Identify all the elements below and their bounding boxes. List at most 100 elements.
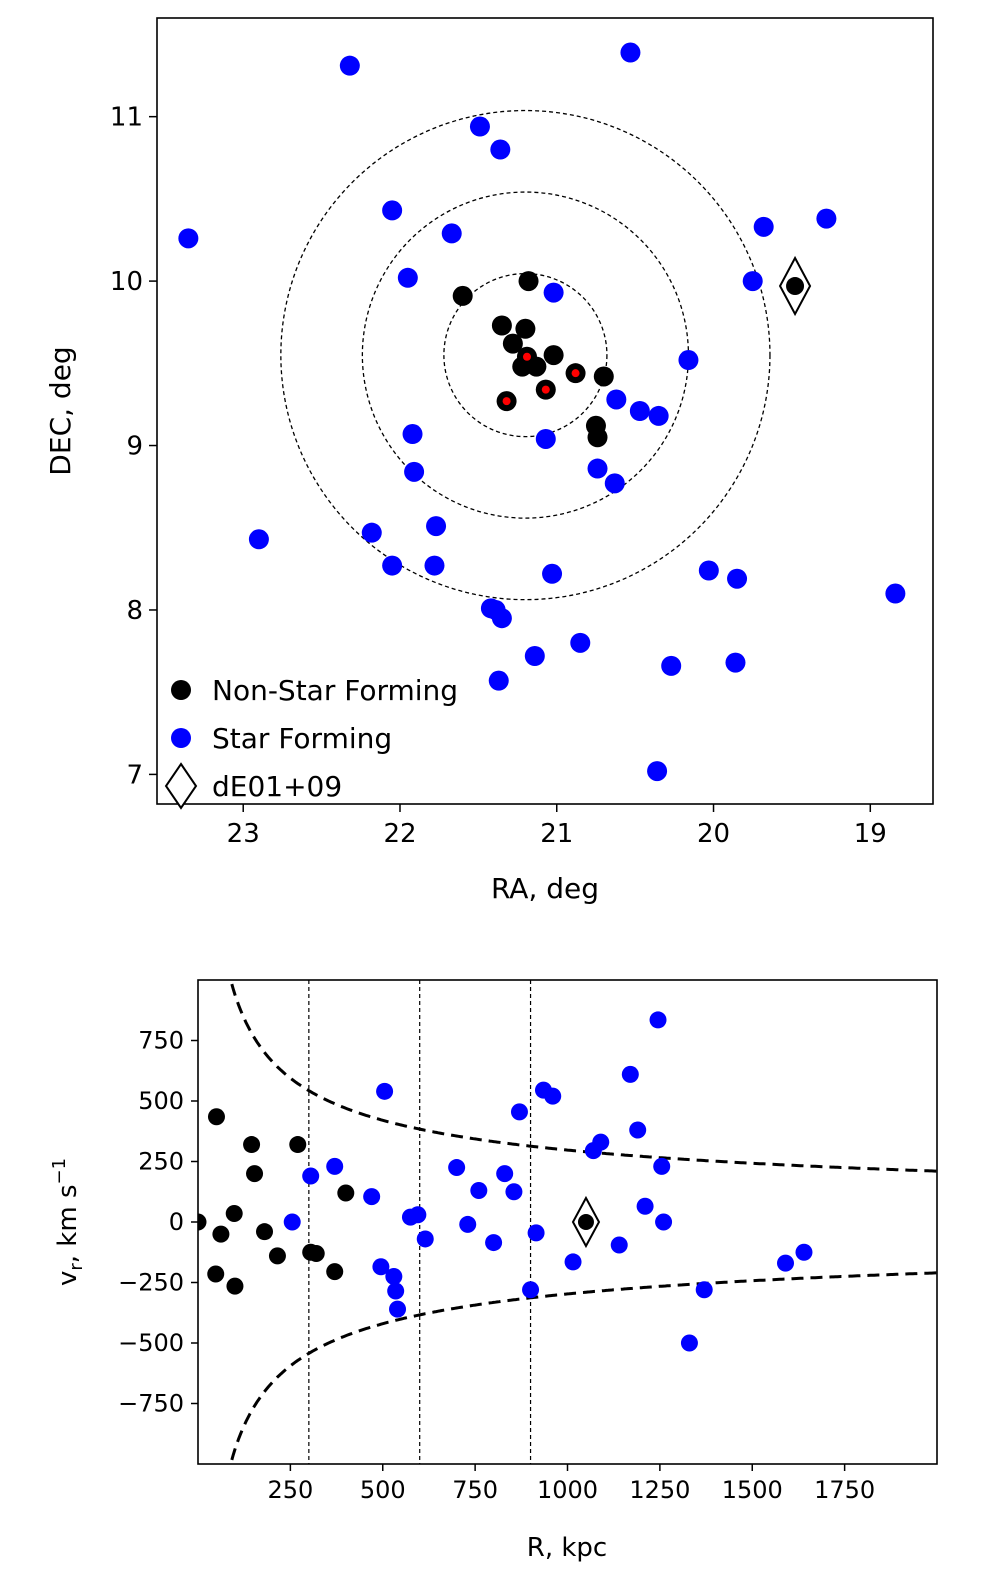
non-star-forming-point-14 <box>587 427 608 448</box>
star-forming-point-6 <box>385 1267 403 1285</box>
star-forming-point-34 <box>695 1281 713 1299</box>
de01-09-point <box>786 277 805 296</box>
highlight-point-0 <box>522 352 531 361</box>
x-tick-label: 1500 <box>722 1476 783 1504</box>
y-axis-label: DEC, deg <box>44 346 77 475</box>
star-forming-point-32 <box>655 1213 673 1231</box>
non-star-forming-point-13 <box>326 1263 344 1281</box>
star-forming-point-9 <box>397 267 418 288</box>
legend-label-non-star-forming: Non-Star Forming <box>212 674 458 707</box>
star-forming-point-15 <box>648 405 669 426</box>
star-forming-point-1 <box>620 42 641 63</box>
non-star-forming-point-5 <box>226 1277 244 1295</box>
star-forming-point-19 <box>522 1281 540 1299</box>
ylabel-sup: −1 <box>49 1158 70 1185</box>
star-forming-point-32 <box>491 608 512 629</box>
legend: Non-Star Forming Star Forming dE01+09 <box>164 674 458 810</box>
star-forming-point-0 <box>339 55 360 76</box>
star-forming-point-20 <box>604 473 625 494</box>
star-forming-point-25 <box>592 1133 610 1151</box>
y-tick-label: 11 <box>110 103 143 133</box>
non-star-forming-point-10 <box>593 366 614 387</box>
y-tick-label: 8 <box>126 596 143 626</box>
highlight-point-3 <box>502 397 511 406</box>
star-forming-point-15 <box>485 1234 503 1252</box>
x-axis-label: R, kpc <box>527 1533 607 1563</box>
x-tick-label: 1750 <box>814 1476 875 1504</box>
x-tick-label: 22 <box>383 819 416 849</box>
star-forming-point-23 <box>564 1253 582 1271</box>
star-forming-point-13 <box>459 1215 477 1233</box>
star-forming-point-4 <box>376 1082 394 1100</box>
star-forming-point-28 <box>727 568 748 589</box>
legend-label-de01-09: dE01+09 <box>212 770 342 803</box>
star-forming-point-2 <box>469 116 490 137</box>
star-forming-point-8 <box>178 228 199 249</box>
y-tick-label: 0 <box>169 1208 184 1236</box>
radius-circle-1 <box>443 272 608 438</box>
x-tick-label: 1250 <box>629 1476 690 1504</box>
x-tick-label: 19 <box>854 819 887 849</box>
sky-position-chart: 23 22 21 20 19 7 8 9 10 11 RA, deg DEC, deg Non-… <box>44 17 934 905</box>
star-forming-point-28 <box>629 1121 647 1139</box>
x-tick-label: 20 <box>697 819 730 849</box>
star-forming-point-16 <box>496 1165 514 1183</box>
star-forming-point-35 <box>777 1254 795 1272</box>
star-forming-point-11 <box>543 282 564 303</box>
legend-marker-de01-09-diamond <box>164 762 198 810</box>
x-tick-label: 500 <box>360 1476 406 1504</box>
y-tick-label: −500 <box>118 1329 184 1357</box>
star-forming-point-14 <box>470 1182 488 1200</box>
ylabel-sub: r <box>66 1263 87 1271</box>
star-forming-point-19 <box>587 458 608 479</box>
non-star-forming-point-12 <box>307 1244 325 1262</box>
star-forming-point-31 <box>653 1157 671 1175</box>
star-forming-point-4 <box>382 200 403 221</box>
star-forming-point-34 <box>524 646 545 667</box>
star-forming-point-5 <box>372 1258 390 1276</box>
x-tick-label: 21 <box>540 819 573 849</box>
non-star-forming-point-10 <box>289 1136 307 1154</box>
star-forming-point-20 <box>527 1224 545 1242</box>
star-forming-point-30 <box>649 1011 667 1029</box>
non-star-forming-point-4 <box>225 1205 243 1223</box>
star-forming-point-24 <box>382 555 403 576</box>
highlight-point-2 <box>541 385 550 394</box>
star-forming-point-33 <box>570 632 591 653</box>
star-forming-point-22 <box>544 1087 562 1105</box>
non-star-forming-point-1 <box>518 271 539 292</box>
de01-09-point <box>577 1214 594 1230</box>
y-tick-label: −750 <box>118 1390 184 1418</box>
star-forming-point-11 <box>416 1230 434 1248</box>
non-star-forming-point-2 <box>212 1225 230 1243</box>
star-forming-point-1 <box>302 1167 320 1185</box>
escape-curve-upper <box>229 980 937 1173</box>
star-forming-point-18 <box>404 461 425 482</box>
non-star-forming-point-8 <box>256 1223 274 1241</box>
non-star-forming-point-1 <box>207 1108 225 1126</box>
star-forming-point-8 <box>389 1300 407 1318</box>
ylabel-v: v <box>53 1271 83 1286</box>
legend-label-star-forming: Star Forming <box>212 722 392 755</box>
star-forming-point-10 <box>742 271 763 292</box>
star-forming-point-0 <box>283 1213 301 1231</box>
non-star-forming-point-0 <box>452 285 473 306</box>
star-forming-point-17 <box>535 428 556 449</box>
star-forming-point-22 <box>361 522 382 543</box>
x-tick-label: 750 <box>452 1476 498 1504</box>
star-forming-point-2 <box>326 1157 344 1175</box>
star-forming-point-36 <box>725 652 746 673</box>
star-forming-point-5 <box>441 223 462 244</box>
star-forming-point-10 <box>409 1206 427 1224</box>
y-tick-label: −250 <box>118 1269 184 1297</box>
star-forming-point-23 <box>426 516 447 537</box>
star-forming-point-12 <box>678 350 699 371</box>
y-tick-label: 7 <box>126 760 143 790</box>
non-star-forming-point-3 <box>515 318 536 339</box>
non-star-forming-point-0 <box>198 1213 207 1231</box>
non-star-forming-point-8 <box>543 345 564 366</box>
y-tick-label: 750 <box>138 1027 184 1055</box>
x-tick-label: 1000 <box>537 1476 598 1504</box>
non-star-forming-point-3 <box>207 1265 225 1283</box>
